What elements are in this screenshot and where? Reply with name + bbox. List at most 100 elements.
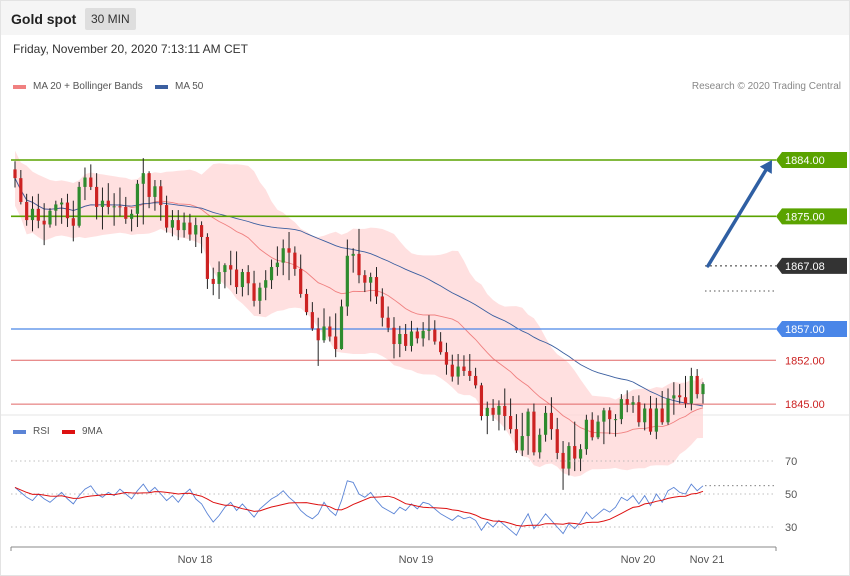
candle	[549, 397, 554, 440]
candle	[701, 382, 705, 404]
candle	[648, 395, 653, 435]
rsi-level-label: 50	[785, 489, 797, 501]
candle-body	[281, 248, 285, 263]
candle	[234, 251, 239, 294]
candle	[269, 259, 274, 289]
level-label-1884.00: 1884.00	[785, 155, 825, 167]
candle-body	[194, 225, 198, 235]
candle	[328, 316, 332, 342]
level-label-1852.00: 1852.00	[785, 355, 825, 367]
candle	[672, 382, 676, 415]
candle-body	[153, 186, 157, 197]
timeframe-badge[interactable]: 30 MIN	[85, 8, 136, 30]
candle-body	[316, 328, 320, 341]
candle	[363, 270, 367, 293]
candle-body	[159, 186, 163, 206]
candle	[409, 320, 414, 352]
candle	[514, 414, 519, 453]
candle	[695, 369, 699, 399]
x-axis: Nov 18 Nov 19 Nov 20 Nov 21	[10, 546, 777, 566]
candle-body	[701, 384, 705, 395]
candle	[526, 408, 530, 455]
candle-body	[479, 385, 484, 417]
ma50-label: MA 50	[175, 81, 204, 92]
candle-body	[672, 395, 676, 399]
bollinger-band-layer	[15, 150, 703, 477]
candle	[613, 414, 618, 437]
level-tag-1857.00	[776, 321, 847, 337]
candle	[77, 181, 81, 228]
candle	[369, 272, 373, 302]
chart-header: Gold spot 30 MIN	[1, 1, 849, 35]
candle-body	[141, 173, 145, 184]
candle-body	[474, 375, 478, 386]
candle	[398, 325, 402, 358]
candle-body	[404, 334, 408, 346]
rsi-level-label: 30	[785, 522, 797, 534]
candle-body	[683, 397, 688, 404]
candle	[508, 398, 513, 434]
candle-body	[36, 208, 40, 221]
candle	[159, 180, 163, 221]
candle-body	[508, 416, 513, 430]
candle-body	[264, 280, 268, 288]
level-label-1875.00: 1875.00	[785, 211, 825, 223]
candle	[421, 322, 425, 347]
candle-body	[503, 405, 507, 417]
candle	[65, 193, 70, 227]
projection-arrow-layer	[706, 160, 772, 268]
candle-body	[170, 220, 175, 228]
candle	[374, 267, 379, 304]
candle	[555, 417, 559, 460]
candle-body	[660, 408, 664, 423]
candle-body	[520, 436, 524, 451]
candle-body	[654, 408, 658, 432]
candle-body	[334, 336, 338, 350]
candle	[689, 367, 693, 411]
candle	[538, 428, 542, 459]
rsi-level-label: 70	[785, 456, 797, 468]
candle-body	[54, 204, 58, 211]
candle-body	[100, 200, 105, 207]
candle-body	[130, 213, 134, 219]
ma20-swatch	[13, 84, 26, 89]
candle-body	[176, 220, 180, 231]
candle-body	[42, 220, 46, 225]
candle	[339, 299, 344, 350]
candle	[520, 412, 524, 457]
candle	[678, 384, 682, 404]
candle	[89, 164, 93, 191]
candle-body	[392, 327, 396, 345]
candle-body	[427, 329, 431, 331]
candle	[205, 233, 210, 289]
candle-body	[456, 366, 460, 377]
candle	[462, 355, 466, 376]
candle	[479, 382, 484, 421]
candle-body	[637, 402, 641, 423]
candle-body	[95, 186, 99, 207]
candle	[503, 388, 507, 431]
candle-body	[602, 410, 606, 422]
candle-body	[386, 317, 390, 328]
candle-body	[409, 331, 414, 346]
candle-body	[234, 269, 239, 288]
candle-body	[164, 205, 169, 228]
legend-rsi: RSI	[13, 426, 50, 437]
timestamp: Friday, November 20, 2020 7:13:11 AM CET	[13, 42, 249, 56]
candle	[427, 315, 431, 341]
candle	[573, 421, 577, 472]
candle	[456, 354, 460, 385]
candle-body	[491, 407, 495, 415]
candle-body	[71, 218, 75, 226]
candle	[584, 414, 588, 455]
candle-body	[555, 429, 559, 453]
candle	[258, 282, 262, 314]
candle-body	[328, 326, 332, 337]
candle-body	[578, 449, 583, 459]
candle-body	[398, 334, 402, 345]
candle-body	[497, 405, 501, 415]
candle	[229, 250, 233, 286]
candle	[100, 187, 105, 230]
ma50-swatch	[155, 84, 168, 89]
candle-body	[468, 370, 472, 376]
